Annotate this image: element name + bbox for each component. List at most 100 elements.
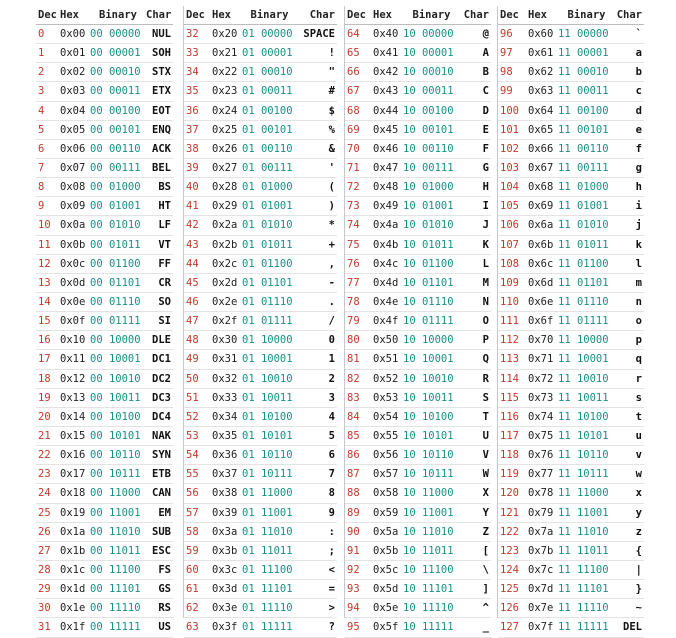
dec-cell: 2	[36, 62, 60, 83]
dec-cell: 37	[184, 120, 212, 140]
table-row: 111 0x6f 11 01111 o	[498, 311, 644, 332]
hex-cell: 0x54	[373, 407, 403, 427]
table-row: 62 0x3e 01 11110 >	[184, 598, 337, 619]
char-cell: q	[615, 349, 644, 370]
table-row: 69 0x45 10 00101 E	[345, 120, 491, 140]
table-row: 125 0x7d 11 11101}	[498, 579, 644, 600]
dec-cell: 36	[184, 101, 212, 121]
hex-cell: 0x22	[212, 62, 242, 83]
table-row: 82 0x52 10 10010 R	[345, 369, 491, 389]
hex-cell: 0x57	[373, 464, 403, 485]
hex-cell: 0x0d	[60, 273, 90, 293]
dec-cell: 92	[345, 560, 373, 581]
dec-cell: 29	[36, 579, 60, 600]
char-cell: 0	[297, 330, 337, 351]
binary-cell: 01 11001	[242, 503, 297, 523]
table-row: 66 0x42 10 00010 B	[345, 62, 491, 83]
hex-cell: 0x3d	[212, 579, 242, 600]
table-row: 124 0x7c 11 11100 |	[498, 560, 644, 581]
dec-cell: 59	[184, 541, 212, 561]
binary-cell: 10 01001	[403, 196, 460, 217]
char-cell: C	[460, 81, 491, 102]
dec-cell: 41	[184, 196, 212, 217]
dec-cell: 105	[498, 196, 528, 217]
binary-cell: 11 00111	[558, 158, 615, 179]
char-cell: DC4	[146, 407, 173, 427]
dec-cell: 47	[184, 311, 212, 332]
dec-cell: 24	[36, 483, 60, 504]
hex-cell: 0x20	[212, 24, 242, 45]
hex-cell: 0x7e	[528, 598, 558, 619]
table-row: 122 0x7a 11 11010 z	[498, 522, 644, 542]
char-cell: K	[460, 235, 491, 255]
hex-cell: 0x72	[528, 369, 558, 389]
dec-cell: 68	[345, 101, 373, 121]
hex-cell: 0x4a	[373, 215, 403, 236]
char-cell: y	[615, 503, 644, 523]
ascii-table: Dec Hex Binary Char 0 0x00 00 00000 NUL 1 0x01 00 …	[36, 6, 173, 638]
char-cell: $	[297, 101, 337, 121]
header-row: Dec Hex Binary Char	[345, 6, 491, 25]
table-row: 75 0x4b 10 01011 K	[345, 235, 491, 255]
dec-cell: 119	[498, 464, 528, 485]
binary-cell: 10 00111	[403, 158, 460, 179]
dec-cell: 81	[345, 349, 373, 370]
hex-cell: 0x62	[528, 62, 558, 83]
char-cell: #	[297, 81, 337, 102]
binary-cell: 10 10000	[403, 330, 460, 351]
char-cell: h	[615, 177, 644, 198]
table-row: 72 0x48 10 01000 H	[345, 177, 491, 198]
char-cell: CAN	[146, 483, 173, 504]
char-cell: EM	[146, 503, 173, 523]
table-row: 19 0x13 00 10011 DC3	[36, 388, 173, 408]
table-row: 16 0x10 00 10000 DLE	[36, 330, 173, 351]
header-dec: Dec	[184, 6, 212, 25]
char-cell: SO	[146, 292, 173, 313]
binary-cell: 01 01000	[242, 177, 297, 198]
char-cell: Y	[460, 503, 491, 523]
hex-cell: 0x66	[528, 139, 558, 159]
dec-cell: 122	[498, 522, 528, 542]
char-cell: I	[460, 196, 491, 217]
binary-cell: 01 01100	[242, 254, 297, 274]
binary-cell: 11 10001	[558, 349, 615, 370]
hex-cell: 0x73	[528, 388, 558, 408]
dec-cell: 53	[184, 426, 212, 447]
binary-cell: 11 10000	[558, 330, 615, 351]
char-cell: {	[615, 541, 644, 561]
table-row: 90 0x5a 10 11010 Z	[345, 522, 491, 542]
binary-cell: 00 01001	[90, 196, 146, 217]
hex-cell: 0x63	[528, 81, 558, 102]
binary-cell: 10 10010	[403, 369, 460, 389]
dec-cell: 74	[345, 215, 373, 236]
dec-cell: 88	[345, 483, 373, 504]
table-row: 84 0x54 10 10100 T	[345, 407, 491, 427]
dec-cell: 82	[345, 369, 373, 389]
hex-cell: 0x2d	[212, 273, 242, 293]
table-row: 40 0x28 01 01000(	[184, 177, 337, 198]
hex-cell: 0x77	[528, 464, 558, 485]
dec-cell: 6	[36, 139, 60, 159]
char-cell: CR	[146, 273, 173, 293]
dec-cell: 113	[498, 349, 528, 370]
dec-cell: 107	[498, 235, 528, 255]
char-cell: ;	[297, 541, 337, 561]
binary-cell: 10 10110	[403, 445, 460, 466]
hex-cell: 0x49	[373, 196, 403, 217]
binary-cell: 11 00101	[558, 120, 615, 140]
dec-cell: 30	[36, 598, 60, 619]
hex-cell: 0x55	[373, 426, 403, 447]
binary-cell: 11 01010	[558, 215, 615, 236]
dec-cell: 22	[36, 445, 60, 466]
binary-cell: 00 10101	[90, 426, 146, 447]
ascii-column-2: Dec Hex Binary Char 32 0x20 01 00000 SPACE 33 0x2…	[183, 6, 337, 638]
hex-cell: 0x7a	[528, 522, 558, 542]
char-cell: r	[615, 369, 644, 389]
hex-cell: 0x0e	[60, 292, 90, 313]
hex-cell: 0x43	[373, 81, 403, 102]
binary-cell: 11 00010	[558, 62, 615, 83]
binary-cell: 01 01011	[242, 235, 297, 255]
dec-cell: 11	[36, 235, 60, 255]
hex-cell: 0x5e	[373, 598, 403, 619]
binary-cell: 01 00101	[242, 120, 297, 140]
